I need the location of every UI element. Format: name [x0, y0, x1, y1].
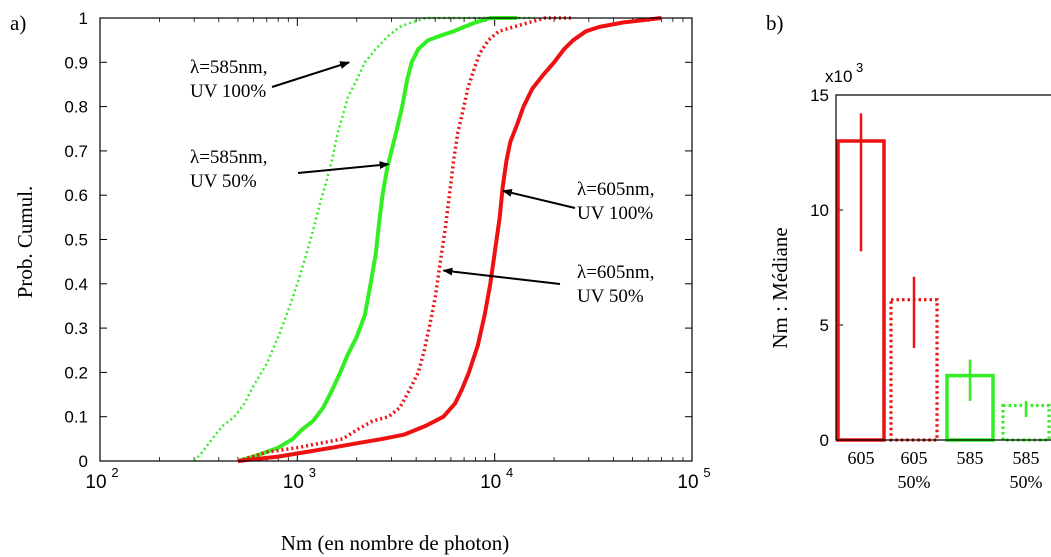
panel-a-label: a) — [10, 11, 26, 35]
panel-b: b) Nm : Médiane x10 3 0 5 10 15 605 605 50% 58… — [766, 11, 1051, 492]
x-tick-exp: 5 — [703, 465, 710, 480]
bar-category-label: 605 — [848, 448, 875, 468]
annotation-text: UV 50% — [190, 171, 257, 192]
y-tick-label: 0.7 — [64, 142, 88, 161]
bar-category-label: 50% — [898, 472, 931, 492]
x-tick-base: 10 — [480, 472, 501, 493]
annotation-arrow — [297, 161, 390, 174]
y-tick-label: 0.1 — [64, 408, 88, 427]
annotation-text: λ=585nm, — [190, 57, 267, 78]
annotation-text: UV 100% — [577, 203, 653, 224]
annotation-text: λ=605nm, — [577, 262, 654, 283]
panel-b-plot-frame — [835, 94, 1051, 441]
x-tick-base: 10 — [283, 472, 304, 493]
x-tick-exp: 4 — [506, 465, 513, 480]
x-tick-label: 10 2 — [85, 465, 118, 493]
y-tick-label: 0 — [79, 452, 88, 471]
bar-category-label: 585 — [1013, 448, 1040, 468]
annotation-arrow — [271, 61, 351, 88]
y-tick-label: 0.2 — [64, 363, 88, 382]
y-tick-label: 0.8 — [64, 98, 88, 117]
x-axis-label: Nm (en nombre de photon) — [281, 531, 510, 555]
y-axis-label-b: Nm : Médiane — [768, 227, 792, 348]
x-tick-exp: 3 — [309, 465, 316, 480]
bar-category-label: 50% — [1010, 472, 1043, 492]
annotation: λ=605nm, UV 100% — [501, 179, 654, 224]
bar-category-label: 585 — [957, 448, 984, 468]
panel-b-bars: 605 605 50% 585 585 50% — [836, 113, 1051, 492]
annotation-text: UV 50% — [577, 286, 644, 307]
y-scale-base: x10 — [825, 67, 852, 86]
y-tick-label: 0.6 — [64, 186, 88, 205]
x-tick-label: 10 5 — [677, 465, 710, 493]
y-tick-label-b: 0 — [820, 431, 829, 450]
panel-a-plot-frame — [99, 17, 693, 462]
x-tick-exp: 2 — [111, 465, 118, 480]
series-line-2 — [237, 16, 574, 463]
annotation-text: λ=605nm, — [577, 179, 654, 200]
panel-b-ticks: 0 5 10 15 — [810, 86, 843, 450]
y-tick-label: 1 — [79, 9, 88, 28]
annotation-text: UV 100% — [190, 81, 266, 102]
y-tick-label: 0.9 — [64, 53, 88, 72]
y-tick-label: 0.5 — [64, 231, 88, 250]
y-tick-label: 0.4 — [64, 275, 88, 294]
annotation-arrow — [501, 188, 576, 209]
x-tick-base: 10 — [85, 472, 106, 493]
x-tick-base: 10 — [677, 472, 698, 493]
y-tick-label-b: 5 — [820, 316, 829, 335]
y-scale-multiplier: x10 3 — [825, 60, 863, 86]
annotation: λ=605nm, UV 50% — [442, 262, 654, 307]
series-line-1 — [237, 16, 518, 463]
y-tick-label-b: 10 — [810, 201, 829, 220]
series-line-3 — [237, 16, 662, 463]
y-scale-exponent: 3 — [856, 60, 863, 75]
x-tick-label: 10 3 — [283, 465, 316, 493]
annotation: λ=585nm, UV 100% — [190, 57, 351, 102]
y-tick-label-b: 15 — [810, 86, 829, 105]
panel-a-series — [193, 16, 662, 463]
annotation: λ=585nm, UV 50% — [190, 147, 390, 192]
annotation-text: λ=585nm, — [190, 147, 267, 168]
bar-category-label: 605 — [901, 448, 928, 468]
x-tick-label: 10 4 — [480, 465, 513, 493]
y-tick-label: 0.3 — [64, 319, 88, 338]
panel-a-annotations: λ=585nm, UV 100% λ=585nm, UV 50% λ=605nm, UV … — [190, 57, 654, 307]
series-line-0 — [193, 16, 535, 462]
panel-a: a) Nm (en nombre de photon) Prob. Cumul.… — [10, 9, 711, 555]
annotation-arrow — [442, 267, 561, 285]
panel-b-label: b) — [766, 11, 784, 35]
y-axis-label: Prob. Cumul. — [13, 186, 37, 299]
